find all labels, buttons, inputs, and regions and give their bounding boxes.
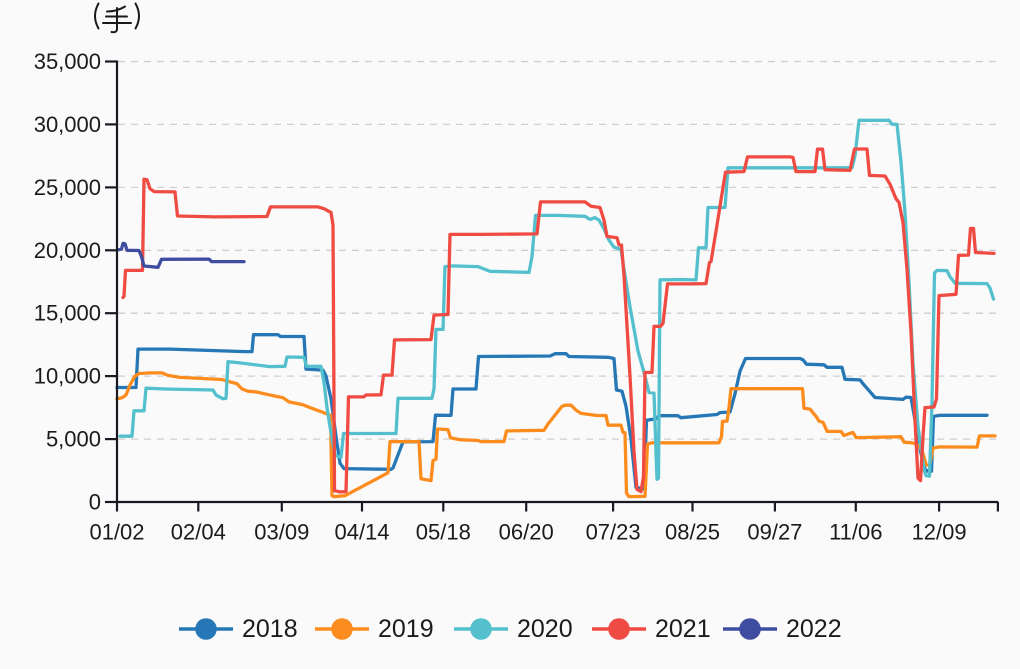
svg-text:15,000: 15,000	[34, 301, 101, 326]
svg-text:05/18: 05/18	[416, 520, 471, 545]
svg-text:2020: 2020	[517, 615, 573, 643]
svg-text:30,000: 30,000	[34, 112, 101, 137]
svg-text:08/25: 08/25	[665, 520, 720, 545]
svg-text:10,000: 10,000	[34, 364, 101, 389]
svg-text:2018: 2018	[242, 615, 298, 643]
svg-text:07/23: 07/23	[586, 520, 641, 545]
svg-text:25,000: 25,000	[34, 175, 101, 200]
svg-text:35,000: 35,000	[34, 49, 101, 74]
svg-text:2021: 2021	[655, 615, 711, 643]
svg-text:01/02: 01/02	[89, 520, 144, 545]
svg-text:02/04: 02/04	[171, 520, 226, 545]
svg-text:03/09: 03/09	[254, 520, 309, 545]
svg-text:11/06: 11/06	[829, 520, 882, 545]
svg-text:04/14: 04/14	[334, 520, 389, 545]
svg-text:2019: 2019	[378, 615, 434, 643]
svg-text:2022: 2022	[786, 615, 842, 643]
svg-text:5,000: 5,000	[46, 427, 101, 452]
svg-text:20,000: 20,000	[34, 238, 101, 263]
svg-text:12/09: 12/09	[912, 520, 967, 545]
svg-text:09/27: 09/27	[747, 520, 802, 545]
svg-text:0: 0	[89, 490, 101, 515]
svg-text:06/20: 06/20	[499, 520, 554, 545]
